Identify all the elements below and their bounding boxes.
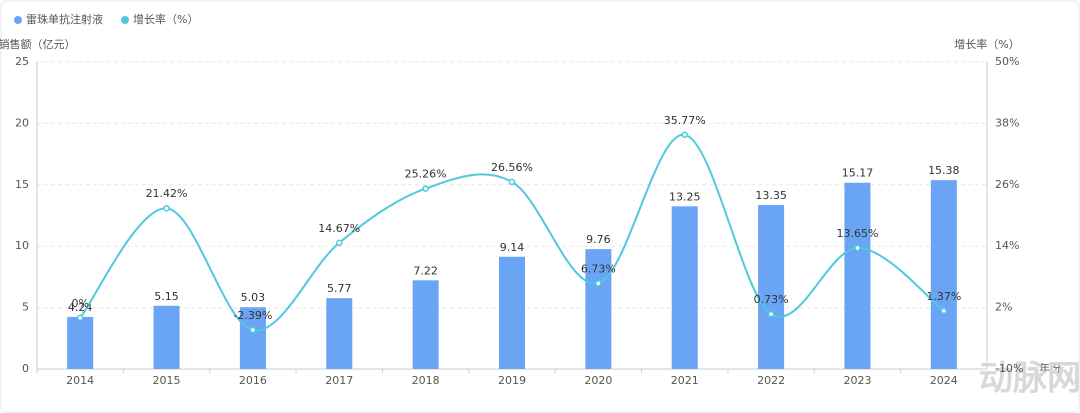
legend-label: 增长率（%） bbox=[133, 12, 198, 26]
bar-label: 15.17 bbox=[842, 167, 874, 180]
line-point bbox=[854, 244, 861, 252]
y2-tick-label: 26% bbox=[995, 178, 1019, 191]
line-label: -2.39% bbox=[233, 309, 272, 322]
bar bbox=[585, 249, 612, 369]
line-label: 25.26% bbox=[405, 168, 447, 181]
bar bbox=[844, 182, 871, 369]
line-label: 0.73% bbox=[754, 293, 789, 306]
legend-marker bbox=[121, 16, 129, 24]
bar bbox=[412, 280, 439, 369]
y-tick-label: 25 bbox=[15, 55, 29, 68]
bar-label: 15.38 bbox=[928, 164, 960, 177]
legend-marker bbox=[14, 16, 22, 24]
bar bbox=[67, 316, 94, 369]
growth-line bbox=[79, 133, 945, 332]
line-point bbox=[681, 131, 688, 139]
x-tick-label: 2024 bbox=[930, 374, 958, 387]
bar-label: 4.24 bbox=[68, 301, 93, 314]
y-axis-title: 销售额（亿元） bbox=[0, 37, 76, 51]
y2-axis-title: 增长率（%） bbox=[954, 37, 1019, 51]
bar-label: 5.03 bbox=[241, 291, 266, 304]
bar-label: 9.14 bbox=[500, 241, 525, 254]
line-point bbox=[422, 185, 429, 192]
line-label: 6.73% bbox=[581, 262, 616, 275]
x-tick-label: 2018 bbox=[412, 374, 440, 387]
line-label: 26.56% bbox=[491, 161, 533, 174]
x-tick-label: 2023 bbox=[843, 374, 871, 387]
x-tick-label: 2015 bbox=[153, 374, 181, 387]
bar bbox=[153, 305, 180, 369]
y2-tick-label: 14% bbox=[995, 239, 1019, 252]
y2-tick-label: 38% bbox=[995, 116, 1019, 129]
bar-label: 5.77 bbox=[327, 282, 352, 295]
bar bbox=[758, 205, 785, 369]
line-point bbox=[508, 178, 516, 186]
bar-label: 7.22 bbox=[413, 264, 438, 277]
x-tick-label: 2016 bbox=[239, 374, 267, 387]
y2-tick-label: 50% bbox=[995, 55, 1019, 68]
x-tick-label: 2020 bbox=[584, 374, 612, 387]
bar-label: 13.25 bbox=[669, 190, 701, 203]
line-label: 35.77% bbox=[664, 114, 706, 127]
bar bbox=[930, 180, 957, 369]
line-point bbox=[336, 239, 343, 247]
line-point bbox=[595, 280, 602, 287]
line-label: 0% bbox=[71, 297, 88, 310]
bar bbox=[239, 307, 266, 369]
line-label: 13.65% bbox=[836, 227, 878, 240]
legend-label: 雷珠单抗注射液 bbox=[26, 12, 103, 26]
y-tick-label: 10 bbox=[15, 239, 29, 252]
bar bbox=[671, 206, 698, 369]
line-point bbox=[163, 204, 170, 212]
x-tick-label: 2021 bbox=[671, 374, 699, 387]
x-tick-label: 2017 bbox=[325, 374, 353, 387]
line-point bbox=[767, 310, 775, 318]
line-label: 21.42% bbox=[146, 187, 188, 200]
line-point bbox=[249, 326, 257, 334]
bar-label: 5.15 bbox=[154, 290, 179, 303]
line-label: 14.67% bbox=[318, 222, 360, 235]
x-tick-label: 2022 bbox=[757, 374, 785, 387]
watermark: 动脉网 bbox=[979, 359, 1080, 399]
line-point bbox=[76, 314, 84, 322]
y-tick-label: 15 bbox=[15, 178, 29, 191]
line-label: 1.37% bbox=[926, 290, 961, 303]
x-tick-label: 2019 bbox=[498, 374, 526, 387]
bar-label: 9.76 bbox=[586, 233, 611, 246]
y2-tick-label: 2% bbox=[995, 301, 1012, 314]
y-tick-label: 0 bbox=[22, 362, 29, 375]
bar bbox=[499, 256, 525, 369]
bar-label: 13.35 bbox=[755, 189, 787, 202]
bar bbox=[326, 298, 353, 369]
x-tick-label: 2014 bbox=[66, 374, 94, 387]
y-tick-label: 5 bbox=[22, 301, 29, 314]
line-point bbox=[940, 307, 948, 315]
y2-tick-label: -10% bbox=[995, 362, 1023, 375]
y-tick-label: 20 bbox=[15, 116, 29, 129]
x-axis-title: 年份 bbox=[1039, 361, 1061, 375]
